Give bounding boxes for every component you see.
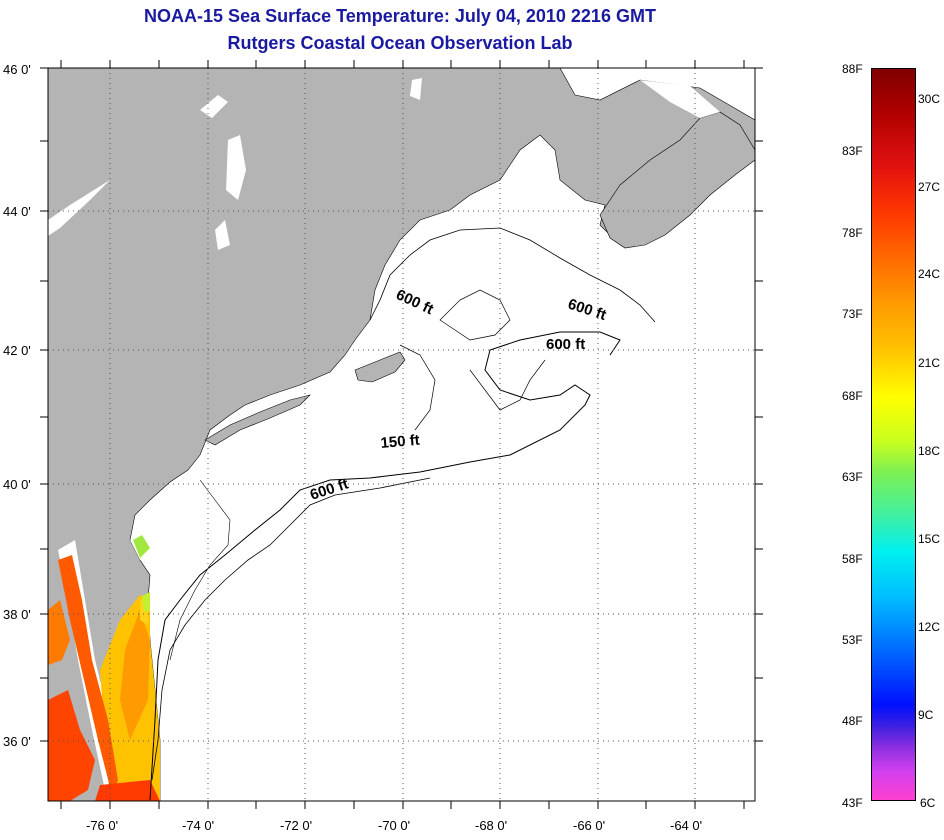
colorbar-f-label: 83F	[842, 144, 863, 158]
land-nova-scotia	[599, 111, 755, 249]
lat-label: 46 0'	[3, 62, 31, 77]
lon-label: -64 0'	[670, 818, 703, 833]
map-subtitle: Rutgers Coastal Ocean Observation Lab	[227, 33, 573, 53]
colorbar-c-label: 9C	[918, 708, 934, 722]
lat-label: 40 0'	[3, 477, 31, 492]
colorbar-f-label: 63F	[842, 470, 863, 484]
colorbar-c-label: 30C	[918, 92, 941, 106]
colorbar-f-label: 58F	[842, 552, 863, 566]
lon-label: -70 0'	[378, 818, 411, 833]
colorbar-c-label: 21C	[918, 356, 941, 370]
colorbar-f-label: 68F	[842, 389, 863, 403]
land-cape-cod	[354, 351, 406, 383]
colorbar-c-label: 18C	[918, 444, 941, 458]
lon-label: -68 0'	[475, 818, 508, 833]
colorbar-c-label: 27C	[918, 180, 941, 194]
colorbar-f-label: 73F	[842, 307, 863, 321]
lat-label: 36 0'	[3, 734, 31, 749]
colorbar-c-label: 12C	[918, 620, 941, 634]
lat-label: 38 0'	[3, 607, 31, 622]
colorbar-f-label: 53F	[842, 633, 863, 647]
colorbar-f-label: 88F	[842, 62, 863, 76]
lon-label: -66 0'	[573, 818, 606, 833]
lat-label: 42 0'	[3, 343, 31, 358]
lon-label: -74 0'	[182, 818, 215, 833]
map-title: NOAA-15 Sea Surface Temperature: July 04…	[144, 6, 656, 26]
isobath-label: 600 ft	[546, 336, 585, 353]
colorbar-c-label: 24C	[918, 267, 941, 281]
lat-label: 44 0'	[3, 204, 31, 219]
colorbar-c-label: 6C	[920, 796, 936, 810]
isobath-label: 150 ft	[380, 432, 421, 452]
colorbar-f-label: 43F	[842, 796, 863, 810]
colorbar-f-label: 78F	[842, 226, 863, 240]
temperature-colorbar	[871, 68, 916, 801]
lon-label: -76 0'	[86, 818, 119, 833]
land-long-island	[204, 394, 311, 446]
sst-chesapeake	[58, 555, 118, 795]
colorbar-f-label: 48F	[842, 714, 863, 728]
colorbar-c-label: 15C	[918, 532, 941, 546]
lon-label: -72 0'	[280, 818, 313, 833]
